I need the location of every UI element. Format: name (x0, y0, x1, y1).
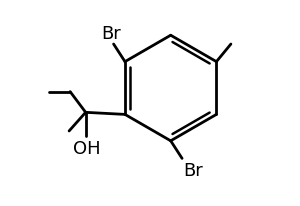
Text: OH: OH (73, 140, 100, 157)
Text: Br: Br (183, 161, 203, 179)
Text: Br: Br (102, 25, 122, 42)
